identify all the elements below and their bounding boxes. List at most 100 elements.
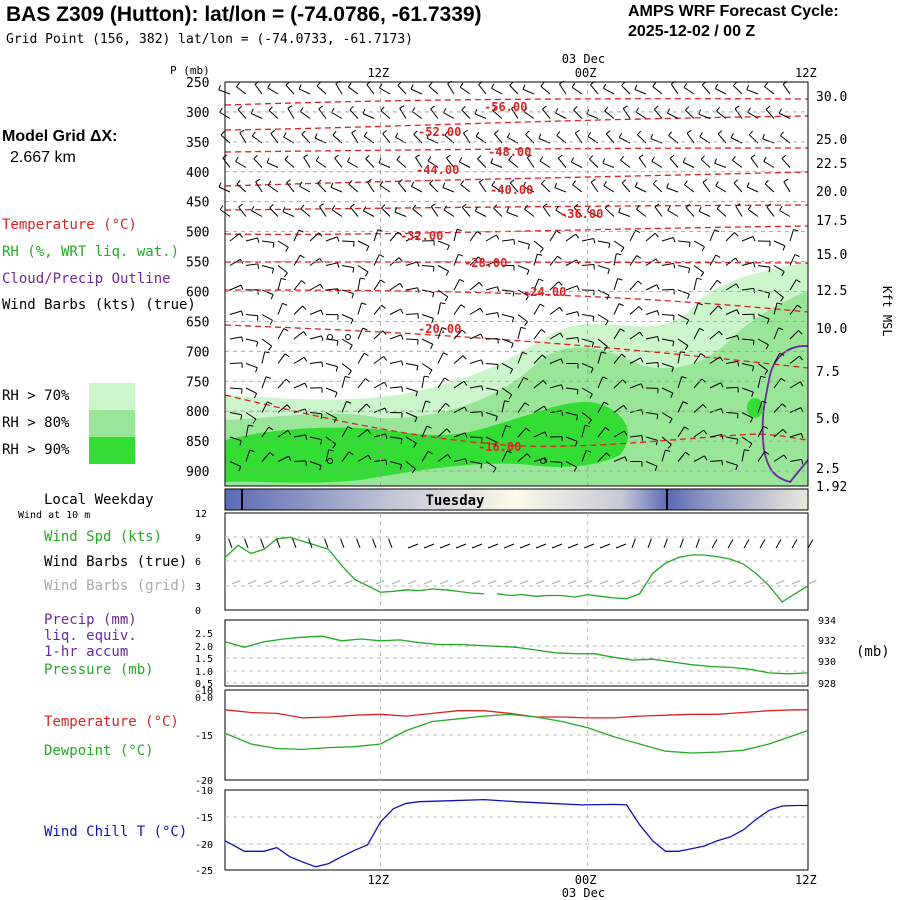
wind-barb-flag	[461, 203, 467, 208]
wind-barb	[746, 89, 759, 95]
wind-barb	[373, 254, 380, 266]
wind-barb-flag	[384, 407, 388, 413]
wind-barb	[357, 278, 361, 291]
wind-barb-flag	[620, 155, 625, 161]
wind-barb	[261, 289, 274, 295]
wind-barb	[517, 377, 525, 389]
wind-barb-flag	[753, 288, 756, 294]
wind-barb	[700, 158, 711, 168]
wind-barb	[421, 363, 433, 371]
wind-barb-flag	[461, 329, 467, 334]
pressure-tick-label: 250	[186, 76, 209, 91]
wind-barb-flag	[671, 367, 674, 373]
surface-barb-grid	[231, 580, 241, 585]
wind-barb	[405, 261, 418, 266]
wind-barb	[773, 289, 784, 298]
wind-barb-flag	[336, 340, 339, 346]
wind-barb	[341, 240, 355, 243]
wind-barb-flag	[331, 205, 336, 211]
wind-barb	[555, 112, 567, 119]
cross-section-frame	[224, 81, 809, 487]
contour-line	[224, 261, 809, 264]
wind-barb-flag	[558, 281, 563, 286]
wind-barb-flag	[219, 107, 223, 113]
wind-barb	[357, 403, 367, 413]
wind-barb-flag	[554, 182, 558, 188]
wind-barb	[382, 133, 391, 144]
wind-barb	[437, 428, 448, 438]
wind-barb-flag	[378, 158, 382, 164]
wind-barb-flag	[714, 158, 717, 164]
wind-barb-flag	[302, 305, 307, 310]
y-tick-label: -15	[195, 813, 213, 824]
wind-barb-flag	[605, 130, 611, 135]
wind-barb	[533, 303, 541, 315]
wind-barb-flag	[618, 303, 624, 307]
wind-barb-flag	[332, 443, 337, 449]
wind-barb	[348, 183, 359, 193]
wind-barb	[693, 328, 700, 340]
wind-barb-flag	[522, 84, 526, 90]
wind-barb	[629, 331, 641, 340]
wind-barb-flag	[346, 400, 352, 404]
wind-barb-flag	[361, 302, 367, 305]
wind-barb-flag	[256, 315, 259, 321]
contour-line	[224, 204, 809, 211]
wind-barb	[363, 210, 375, 217]
wind-barb-flag	[287, 430, 292, 435]
wind-barb-flag	[667, 444, 672, 449]
wind-barb-flag	[714, 83, 719, 89]
wind-barb-flag	[236, 180, 241, 185]
wind-barb-flag	[540, 329, 546, 333]
wind-barb	[741, 387, 754, 393]
wind-barb	[421, 314, 434, 319]
wind-barb	[693, 240, 705, 248]
wind-barb-flag	[715, 254, 721, 258]
wind-barb-flag	[656, 284, 660, 290]
wind-barb-flag	[538, 278, 544, 282]
wind-barb	[733, 85, 743, 95]
wind-barb-flag	[544, 431, 548, 437]
wind-barb	[533, 431, 546, 438]
wind-barb-flag	[463, 381, 468, 386]
wind-barb	[478, 84, 487, 95]
wind-barb	[394, 211, 407, 217]
wind-barb	[399, 108, 407, 119]
wind-barb	[597, 351, 602, 364]
wind-barb-flag	[654, 465, 658, 471]
legend-barbs-grid: Wind Barbs (grid)	[44, 578, 188, 594]
wind-barb-flag	[349, 344, 353, 350]
wind-barb	[715, 88, 727, 95]
wind-barb	[604, 207, 615, 217]
wind-barb	[396, 159, 407, 168]
wind-barb-flag	[621, 179, 627, 184]
wind-barb	[287, 107, 295, 119]
wind-barb-flag	[752, 366, 755, 372]
wind-barb-flag	[479, 178, 484, 183]
wind-barb	[293, 408, 306, 413]
wind-barb	[285, 84, 295, 95]
surface-barb-true	[388, 538, 393, 549]
wind-barb-flag	[735, 203, 741, 207]
wind-barb-flag	[464, 406, 468, 412]
surface-barb-true	[228, 538, 233, 549]
wind-barb-flag	[319, 465, 322, 471]
wind-barb-flag	[590, 178, 596, 183]
wind-barb-flag	[344, 375, 351, 379]
wind-barb	[645, 284, 658, 291]
wind-barb	[725, 386, 739, 389]
wind-barb-flag	[685, 319, 690, 325]
wind-barb-flag	[736, 309, 740, 315]
wind-barb	[319, 206, 327, 217]
wind-barb-flag	[475, 131, 480, 137]
wind-barb	[565, 311, 578, 315]
wind-barb-flag	[763, 425, 769, 430]
wind-barb	[677, 314, 689, 321]
wind-barb	[357, 327, 364, 340]
wind-barb	[634, 186, 647, 193]
wind-barb-flag	[668, 131, 673, 136]
wind-barb-flag	[285, 246, 289, 252]
surface-barb-true	[535, 543, 547, 549]
wind-barb-flag	[251, 206, 255, 211]
wind-barb	[693, 278, 698, 291]
